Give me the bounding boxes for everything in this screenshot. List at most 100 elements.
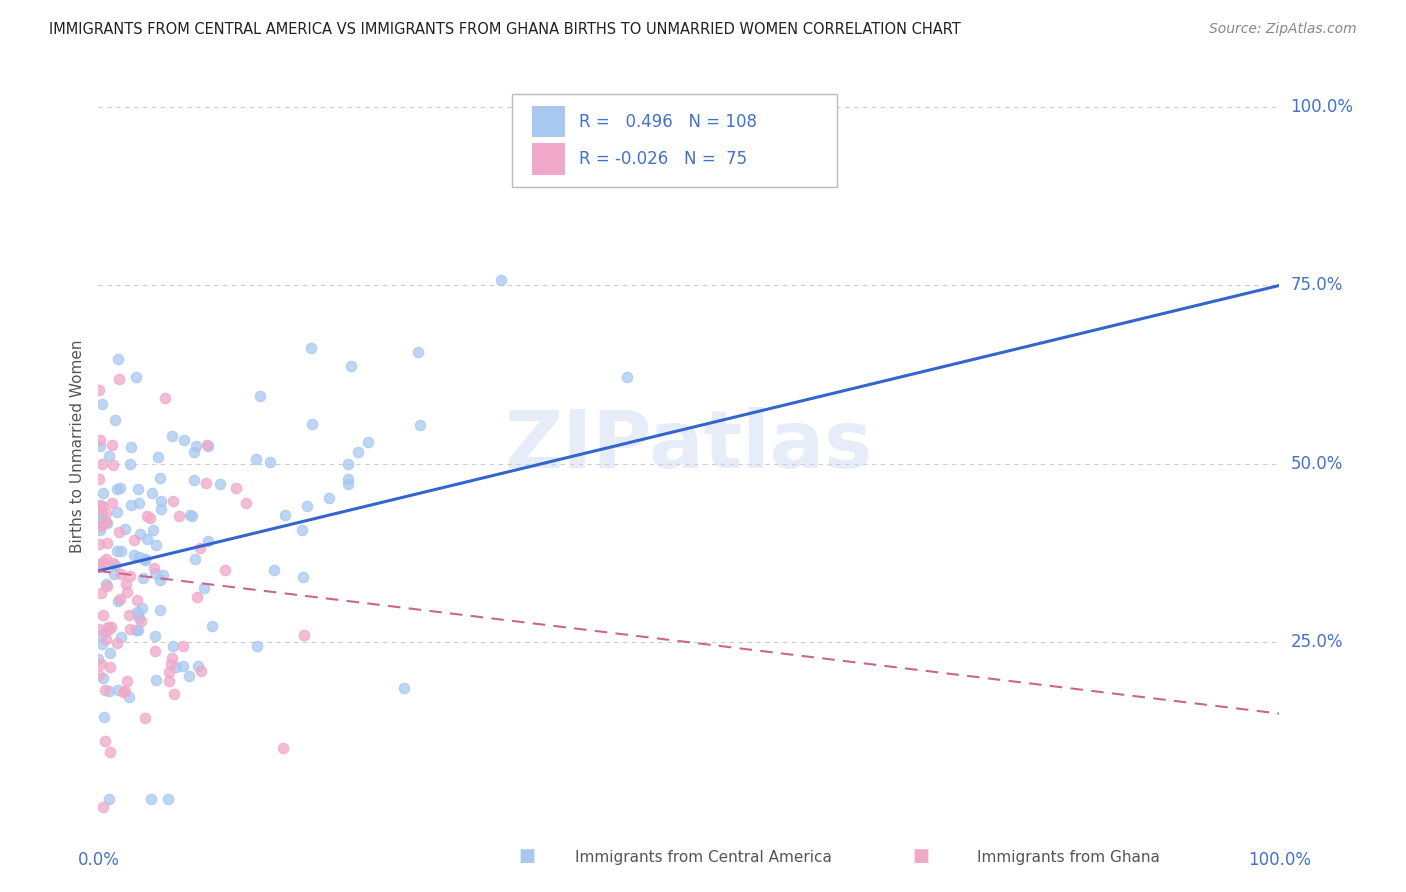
Point	[143, 561, 166, 575]
Point	[225, 482, 247, 496]
Point	[112, 685, 135, 699]
Text: 75.0%: 75.0%	[1291, 277, 1343, 294]
Point	[87, 652, 110, 666]
Point	[105, 636, 128, 650]
Point	[89, 519, 111, 533]
Point	[120, 457, 142, 471]
Point	[87, 472, 110, 486]
Point	[107, 683, 129, 698]
Point	[132, 571, 155, 585]
Point	[135, 532, 157, 546]
Point	[120, 440, 142, 454]
Point	[101, 557, 124, 571]
Point	[128, 550, 150, 565]
Point	[89, 433, 111, 447]
Point	[337, 472, 360, 486]
Point	[173, 433, 195, 447]
Point	[93, 733, 115, 747]
Point	[115, 584, 138, 599]
Text: 50.0%: 50.0%	[1291, 455, 1343, 473]
Point	[89, 668, 111, 682]
Point	[180, 508, 202, 523]
Text: ■: ■	[519, 847, 536, 865]
FancyBboxPatch shape	[512, 94, 837, 187]
Point	[96, 516, 118, 530]
Point	[150, 501, 173, 516]
Point	[149, 603, 172, 617]
Point	[98, 684, 121, 698]
Point	[96, 579, 118, 593]
Point	[172, 639, 194, 653]
Point	[87, 537, 110, 551]
Point	[97, 792, 120, 806]
Point	[114, 523, 136, 537]
Text: Immigrants from Central America: Immigrants from Central America	[575, 850, 831, 865]
Point	[197, 534, 219, 549]
Point	[149, 574, 172, 588]
Point	[141, 485, 163, 500]
Text: ZIPatlas: ZIPatlas	[505, 407, 873, 485]
Point	[94, 506, 117, 520]
Point	[90, 518, 112, 533]
Text: Immigrants from Ghana: Immigrants from Ghana	[977, 850, 1160, 865]
Point	[150, 494, 173, 508]
Point	[91, 486, 114, 500]
Point	[263, 563, 285, 577]
Point	[122, 533, 145, 547]
Point	[101, 458, 124, 472]
Point	[489, 273, 512, 287]
Point	[91, 397, 114, 411]
Text: 25.0%: 25.0%	[1291, 633, 1343, 651]
Point	[139, 511, 162, 525]
Point	[299, 342, 322, 356]
Point	[94, 683, 117, 698]
Point	[98, 660, 121, 674]
Point	[394, 681, 416, 695]
Point	[139, 792, 162, 806]
Point	[122, 549, 145, 563]
Point	[90, 457, 112, 471]
Point	[146, 450, 169, 464]
FancyBboxPatch shape	[531, 144, 565, 175]
Point	[235, 496, 257, 510]
Point	[107, 351, 129, 366]
Text: 100.0%: 100.0%	[1291, 98, 1354, 116]
Point	[108, 481, 131, 495]
Point	[406, 345, 429, 359]
Point	[160, 428, 183, 442]
Point	[201, 619, 224, 633]
Point	[129, 614, 152, 628]
Point	[128, 526, 150, 541]
Point	[337, 458, 360, 472]
Point	[184, 552, 207, 566]
Point	[616, 369, 638, 384]
Point	[143, 566, 166, 580]
Point	[143, 644, 166, 658]
Text: R = -0.026   N =  75: R = -0.026 N = 75	[579, 150, 747, 168]
Point	[347, 445, 370, 459]
Point	[90, 508, 112, 522]
Point	[117, 690, 139, 705]
Point	[134, 552, 156, 566]
Point	[179, 669, 201, 683]
Point	[115, 576, 138, 591]
Point	[98, 646, 121, 660]
Point	[91, 499, 114, 513]
Point	[114, 683, 136, 698]
Point	[127, 593, 149, 607]
Point	[245, 451, 267, 466]
Point	[172, 659, 194, 673]
Point	[97, 620, 120, 634]
Point	[149, 471, 172, 485]
Point	[127, 482, 149, 496]
Point	[90, 513, 112, 527]
Point	[105, 543, 128, 558]
Point	[339, 359, 361, 374]
Point	[128, 496, 150, 510]
Point	[91, 555, 114, 569]
Point	[214, 564, 236, 578]
Point	[143, 629, 166, 643]
Point	[167, 509, 190, 524]
Point	[301, 417, 323, 432]
Point	[107, 594, 129, 608]
